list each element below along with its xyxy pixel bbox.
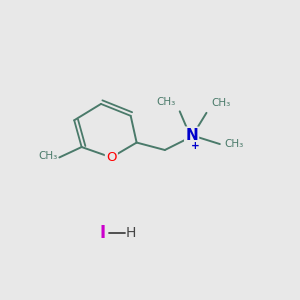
Text: CH₃: CH₃ (156, 97, 175, 107)
Text: O: O (106, 151, 117, 164)
Text: N: N (185, 128, 198, 142)
Text: CH₃: CH₃ (39, 151, 58, 161)
Text: CH₃: CH₃ (211, 98, 230, 108)
Text: I: I (99, 224, 106, 242)
Text: CH₃: CH₃ (224, 139, 244, 149)
Text: H: H (125, 226, 136, 240)
Text: +: + (191, 140, 200, 151)
